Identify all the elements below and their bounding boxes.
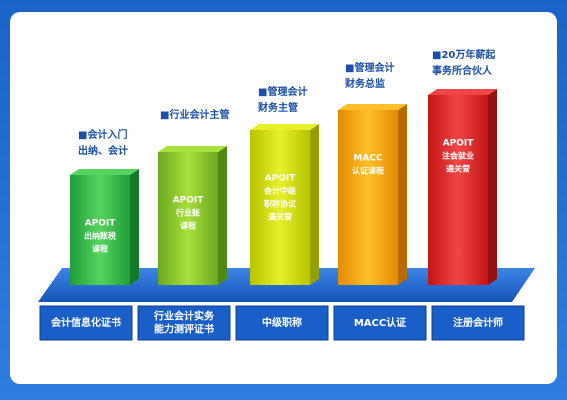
bar-front	[158, 152, 218, 285]
level-label: 事务所合伙人	[432, 64, 493, 77]
certificate-label: 会计信息化证书	[51, 316, 121, 329]
bar-text: 会计中级	[264, 186, 297, 196]
certificate-label: 能力测评证书	[154, 323, 214, 336]
bar-text: 注会就业	[442, 151, 474, 161]
bar-top	[250, 124, 319, 130]
level-label: ■行业会计主管	[160, 108, 229, 121]
bar-text: 通关营	[446, 164, 470, 174]
level-label: ■管理会计	[258, 85, 307, 98]
bar-top	[428, 89, 497, 95]
bar-text: APOIT	[265, 174, 297, 184]
bar-front	[338, 110, 398, 285]
level-label: 出纳、会计	[78, 144, 128, 157]
bar-front	[250, 130, 310, 285]
bar-text: 通关营	[268, 212, 292, 222]
certificate-box	[235, 305, 329, 341]
bar-text: APOIT	[443, 139, 475, 149]
level-label: ■管理会计	[345, 61, 394, 74]
level-label: 财务总监	[344, 77, 385, 90]
certificate-label: 中级职称	[262, 316, 302, 329]
certificate-box	[431, 305, 525, 341]
certificate-box	[39, 305, 133, 341]
bar-side	[130, 169, 139, 285]
bar-top	[158, 146, 227, 152]
bar-front	[70, 175, 130, 285]
bar-text: 课程	[180, 221, 196, 231]
bar-text: 出纳账税	[84, 231, 116, 241]
bar-top	[338, 104, 407, 110]
certificate-box	[137, 305, 231, 341]
certificate-label: MACC认证	[354, 316, 406, 329]
bar-text: 课程	[92, 244, 108, 254]
bar-front	[428, 95, 488, 285]
level-label: ■20万年薪起	[432, 48, 496, 61]
bar-text: 认证课程	[352, 166, 384, 176]
level-label: ■会计入门	[78, 128, 127, 141]
bar-text: 行业账	[175, 208, 200, 218]
bar-top	[70, 169, 139, 175]
bar-text: APOIT	[85, 219, 117, 229]
level-label: 财务主管	[257, 101, 298, 114]
bar-text: APOIT	[173, 196, 205, 206]
bar-side	[218, 146, 227, 285]
certificate-box	[333, 305, 427, 341]
bar-side	[310, 124, 319, 285]
certificate-label: 行业会计实务	[153, 310, 215, 323]
bar-side	[488, 89, 497, 285]
certificate-label: 注册会计师	[453, 316, 503, 329]
bar-text: 职称协议	[264, 199, 297, 209]
bar-text: MACC	[353, 154, 383, 164]
bar-side	[398, 104, 407, 285]
